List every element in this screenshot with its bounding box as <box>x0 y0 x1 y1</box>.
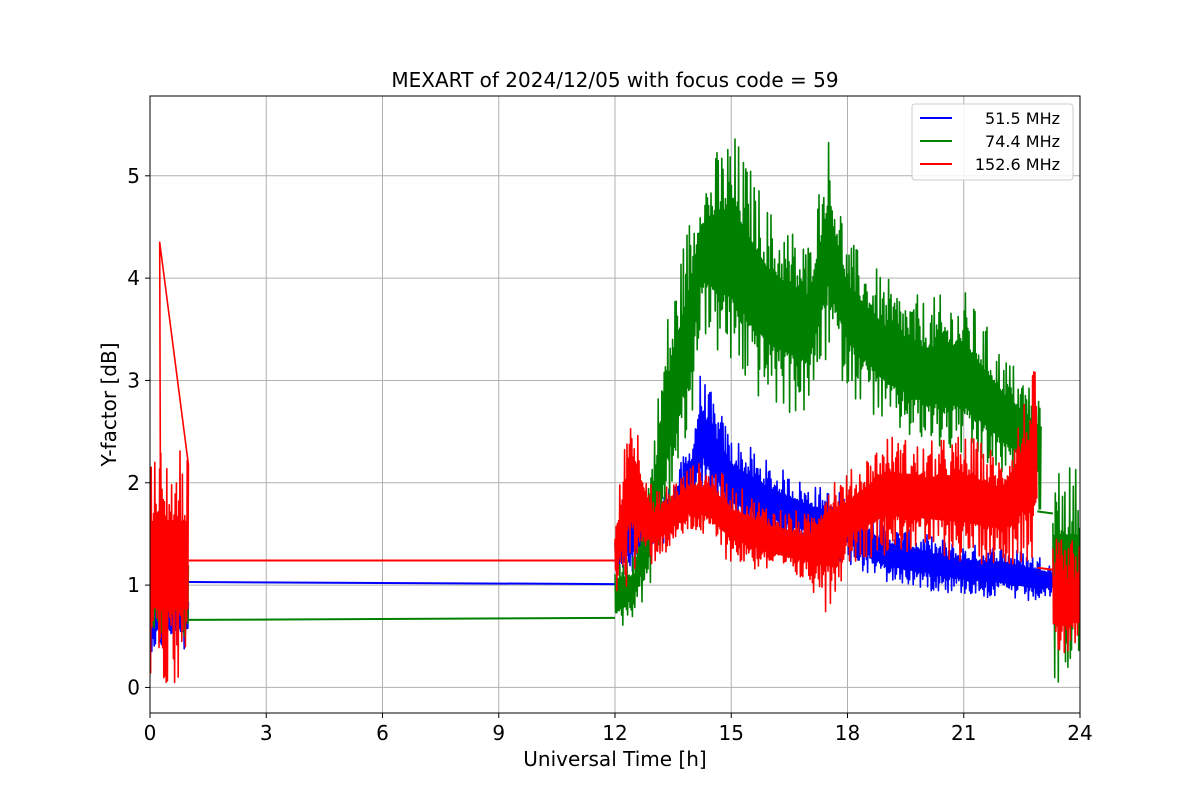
series-3-segment-1 <box>150 241 190 684</box>
y-tick-label: 3 <box>127 368 140 392</box>
x-tick-label: 12 <box>602 721 627 745</box>
series-1-gap-line <box>188 581 616 586</box>
chart-title: MEXART of 2024/12/05 with focus code = 5… <box>391 68 838 92</box>
x-axis-label: Universal Time [h] <box>523 747 706 771</box>
x-tick-label: 3 <box>260 721 273 745</box>
legend-label: 74.4 MHz <box>985 132 1060 151</box>
legend-box <box>911 103 1074 181</box>
y-tick-label: 0 <box>127 675 140 699</box>
legend: 51.5 MHz 74.4 MHz 152.6 MHz <box>911 103 1074 181</box>
y-tick-label: 5 <box>127 164 140 188</box>
series-layer <box>150 138 1080 684</box>
x-tick-label: 18 <box>835 721 860 745</box>
legend-label: 152.6 MHz <box>975 155 1060 174</box>
series-2-gap-line <box>1037 510 1054 515</box>
series-3 <box>150 241 1080 684</box>
legend-label: 51.5 MHz <box>985 109 1060 128</box>
x-tick-label: 9 <box>492 721 505 745</box>
y-axis-label: Y-factor [dB] <box>97 342 121 467</box>
x-tick-label: 24 <box>1067 721 1092 745</box>
series-2-segment-2 <box>614 138 1042 626</box>
y-tick-label: 2 <box>127 471 140 495</box>
x-tick-label: 6 <box>376 721 389 745</box>
y-tick-label: 1 <box>127 573 140 597</box>
series-2-gap-line <box>188 616 616 621</box>
y-tick-label: 4 <box>127 266 140 290</box>
x-tick-label: 21 <box>951 721 976 745</box>
series-3-gap-line <box>1037 566 1054 571</box>
x-tick-label: 15 <box>719 721 744 745</box>
series-3-segment-3 <box>1052 538 1080 654</box>
series-3-segment-2 <box>614 371 1038 613</box>
x-tick-label: 0 <box>144 721 157 745</box>
